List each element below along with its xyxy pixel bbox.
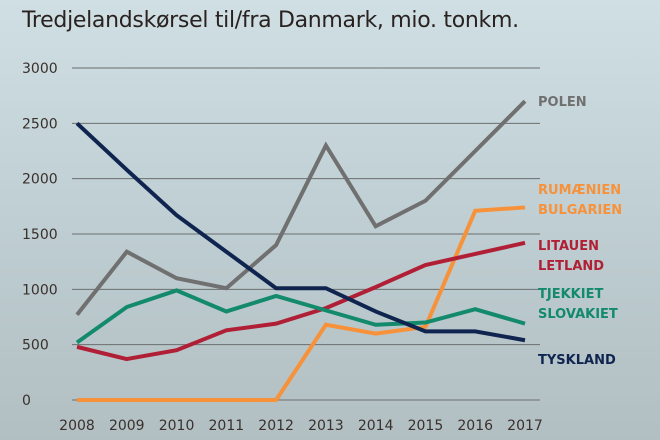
y-tick-label: 0 bbox=[22, 393, 31, 409]
y-tick-label: 2500 bbox=[22, 116, 58, 132]
series-label: POLEN bbox=[538, 95, 587, 110]
series-label: BULGARIEN bbox=[538, 203, 622, 218]
y-tick-label: 1000 bbox=[22, 282, 58, 298]
series-label: LETLAND bbox=[538, 259, 604, 274]
x-tick-label: 2012 bbox=[258, 418, 294, 434]
x-tick-label: 2014 bbox=[358, 418, 394, 434]
series-line-litauen-letland bbox=[76, 240, 526, 362]
y-tick-label: 3000 bbox=[22, 61, 58, 77]
x-tick-label: 2011 bbox=[209, 418, 245, 434]
y-tick-label: 2000 bbox=[22, 172, 58, 188]
series-label: TJEKKIET bbox=[538, 287, 603, 302]
series-label: TYSKLAND bbox=[538, 353, 616, 368]
series-label: RUMÆNIEN bbox=[538, 183, 621, 198]
series-line-tjekkiet-slovakiet bbox=[75, 288, 526, 345]
series-line-polen bbox=[75, 99, 527, 317]
chart-title: Tredjelandskørsel til/fra Danmark, mio. … bbox=[22, 8, 519, 33]
x-tick-label: 2015 bbox=[408, 418, 444, 434]
y-tick-label: 500 bbox=[22, 338, 49, 354]
series-label: LITAUEN bbox=[538, 239, 599, 254]
series-line-rumænien-bulgarien bbox=[77, 205, 526, 402]
series-label: SLOVAKIET bbox=[538, 307, 618, 322]
x-tick-label: 2016 bbox=[457, 418, 493, 434]
series-line-tyskland bbox=[75, 121, 526, 343]
x-tick-label: 2010 bbox=[159, 418, 195, 434]
y-tick-label: 1500 bbox=[22, 227, 58, 243]
x-tick-label: 2008 bbox=[59, 418, 95, 434]
x-tick-label: 2017 bbox=[507, 418, 543, 434]
x-tick-label: 2009 bbox=[109, 418, 145, 434]
x-tick-label: 2013 bbox=[308, 418, 344, 434]
